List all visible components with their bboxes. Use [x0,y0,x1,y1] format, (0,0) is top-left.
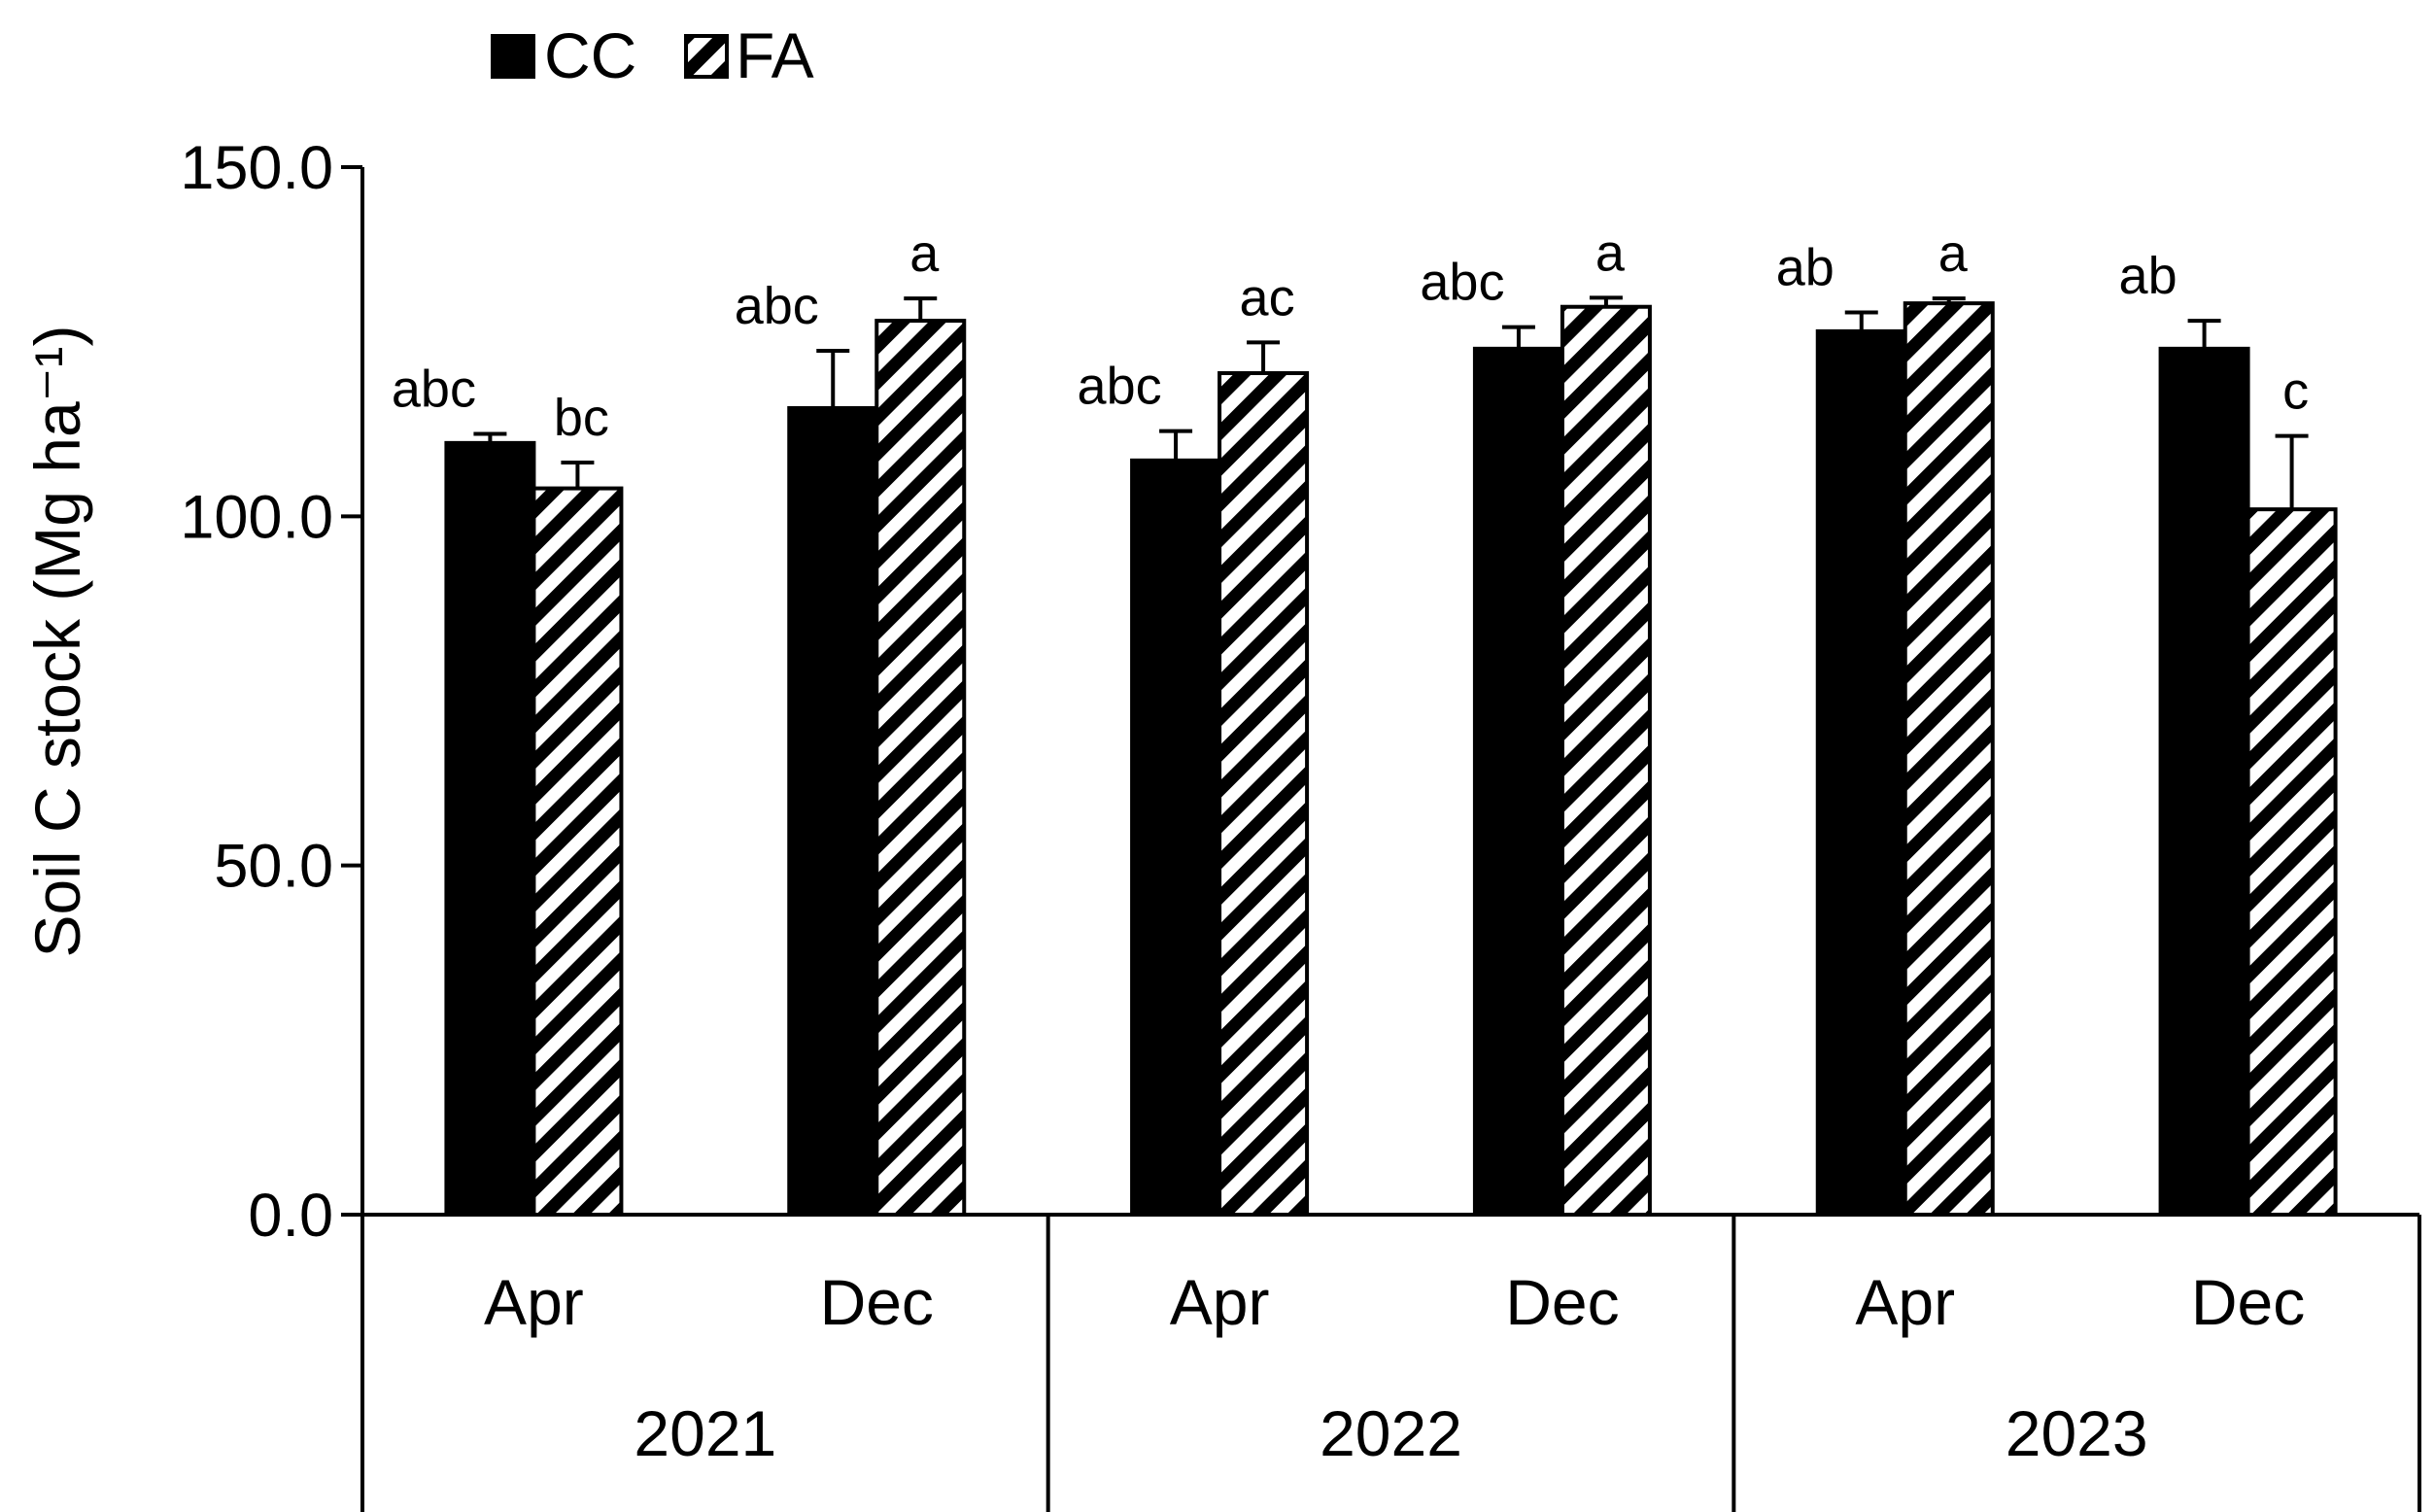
significance-letter: a [1938,224,1969,283]
x-group-label: 2023 [2006,1397,2148,1469]
significance-letter: ab [2119,247,2178,305]
significance-letter: a [1595,223,1626,282]
x-category-label: Apr [484,1266,584,1338]
significance-letter: c [2282,362,2309,421]
bar-cc [787,405,879,1217]
bar-fa [875,319,967,1217]
x-category-label: Dec [820,1266,934,1338]
bar-fa [2246,507,2338,1217]
axes [343,167,2419,1217]
x-category-label: Dec [2191,1266,2305,1338]
x-category-label: Apr [1170,1266,1270,1338]
bar-fa [1218,371,1310,1217]
legend-label-cc: CC [544,19,636,91]
bar-fa [1903,301,1995,1217]
significance-letter: abc [1420,254,1504,312]
legend-swatch-fa [684,34,729,79]
significance-letter: a [909,224,940,283]
y-tick-label: 150.0 [180,134,333,202]
significance-letter: abc [1078,358,1162,416]
significance-letter: abc [392,361,476,419]
x-group-label: 2021 [634,1397,776,1469]
significance-letter: abc [735,277,819,335]
x-axis-categories: Apr Dec Apr Dec Apr Dec 2021 2022 2023 [360,1215,2421,1512]
bar-cc [2158,346,2250,1217]
bar-cc [1130,458,1222,1217]
bar-cc [1815,328,1907,1217]
bar-fa [1560,304,1652,1217]
significance-letter: ab [1776,238,1835,296]
bar-cc [1472,346,1564,1217]
y-axis-label: Soil C stock (Mg ha⁻¹) [21,326,93,958]
significance-letter: ac [1240,268,1295,326]
y-tick-label: 50.0 [214,833,333,901]
legend: CC FA [491,19,814,91]
y-ticks: 0.0 50.0 100.0 150.0 [180,134,362,1250]
x-category-label: Apr [1855,1266,1955,1338]
bar-fa [532,486,624,1217]
bar-cc [444,440,536,1217]
legend-label-fa: FA [736,19,814,91]
y-tick-label: 100.0 [180,483,333,551]
y-tick-label: 0.0 [248,1182,333,1250]
x-category-label: Dec [1505,1266,1619,1338]
x-group-label: 2022 [1320,1397,1462,1469]
legend-swatch-cc [491,34,535,79]
significance-letter: bc [554,389,609,447]
